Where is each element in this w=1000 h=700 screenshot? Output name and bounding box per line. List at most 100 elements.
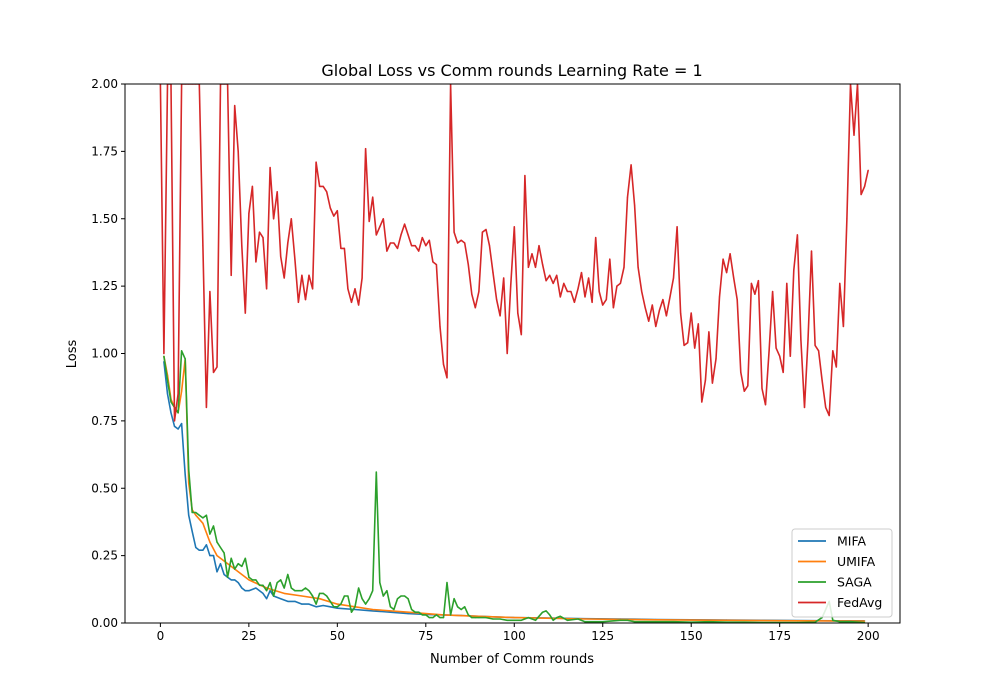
- data-point-saga: [404, 595, 406, 597]
- data-point-fedavg: [534, 266, 537, 268]
- data-point-fedavg: [832, 350, 834, 352]
- y-tick-label: 0.50: [91, 481, 118, 495]
- data-point-fedavg: [563, 282, 565, 284]
- data-point-saga: [389, 606, 391, 608]
- data-point-fedavg: [442, 363, 445, 365]
- data-point-umifa: [181, 390, 183, 392]
- data-point-fedavg: [782, 371, 784, 373]
- data-point-saga: [216, 541, 218, 543]
- data-point-fedavg: [658, 309, 661, 311]
- data-point-umifa: [407, 611, 409, 613]
- y-axis: 0.00 0.25 0.50 0.75 1.00 1.25 1.50 1.75 2.00: [91, 77, 125, 630]
- data-point-saga: [411, 608, 413, 611]
- data-point-saga: [280, 579, 282, 581]
- data-point-fedavg: [244, 312, 246, 314]
- data-point-fedavg: [786, 282, 788, 284]
- data-point-mifa: [266, 598, 268, 600]
- data-point-saga: [446, 582, 448, 584]
- data-point-fedavg: [619, 282, 622, 284]
- data-point-saga: [556, 617, 558, 619]
- data-point-fedavg: [457, 242, 459, 244]
- data-point-saga: [435, 614, 437, 616]
- data-point-saga: [336, 606, 338, 608]
- data-point-umifa: [230, 565, 232, 568]
- data-point-fedavg: [846, 218, 848, 220]
- data-point-fedavg: [842, 325, 845, 328]
- legend-box: [791, 528, 893, 618]
- data-point-fedavg: [821, 379, 823, 381]
- data-point-fedavg: [701, 401, 703, 403]
- data-point-fedavg: [336, 210, 338, 212]
- data-point-fedavg: [648, 320, 650, 322]
- data-point-umifa: [301, 595, 303, 597]
- data-point-fedavg: [651, 304, 653, 306]
- data-point-mifa: [230, 579, 232, 581]
- data-point-saga: [227, 576, 229, 578]
- data-point-mifa: [354, 608, 356, 611]
- data-point-fedavg: [485, 228, 487, 231]
- data-point-fedavg: [361, 277, 363, 279]
- data-point-umifa: [195, 514, 197, 516]
- data-point-mifa: [308, 603, 310, 605]
- data-point-saga: [283, 587, 285, 589]
- x-tick-label: 0: [157, 629, 165, 643]
- x-tick-label: 75: [418, 629, 433, 643]
- data-point-fedavg: [375, 234, 377, 236]
- data-point-saga: [379, 582, 381, 584]
- data-point-saga: [361, 598, 363, 600]
- data-point-umifa: [283, 592, 285, 595]
- data-point-saga: [396, 598, 399, 600]
- data-point-fedavg: [864, 185, 866, 187]
- data-point-fedavg: [807, 339, 809, 341]
- data-point-saga: [559, 615, 561, 617]
- data-point-fedavg: [853, 134, 855, 136]
- data-point-saga: [471, 617, 473, 619]
- data-point-saga: [442, 617, 445, 619]
- data-point-fedavg: [520, 334, 522, 336]
- data-point-umifa: [223, 560, 225, 562]
- data-point-fedavg: [531, 253, 533, 255]
- data-point-saga: [584, 621, 586, 623]
- data-point-fedavg: [630, 164, 632, 166]
- data-point-fedavg: [471, 293, 473, 295]
- data-point-fedavg: [612, 307, 615, 309]
- data-point-saga: [839, 621, 841, 623]
- x-tick-label: 25: [241, 629, 256, 643]
- data-point-fedavg: [290, 218, 292, 220]
- data-point-fedavg: [209, 290, 211, 293]
- data-point-fedavg: [481, 231, 483, 233]
- data-point-fedavg: [524, 175, 526, 177]
- data-point-fedavg: [435, 264, 437, 266]
- data-point-saga: [460, 608, 462, 611]
- data-point-saga: [425, 614, 427, 616]
- data-point-fedavg: [474, 307, 476, 309]
- data-point-saga: [393, 608, 395, 611]
- data-point-umifa: [336, 603, 338, 605]
- data-point-fedavg: [411, 245, 413, 247]
- data-point-fedavg: [644, 307, 646, 309]
- data-point-fedavg: [173, 420, 176, 422]
- data-point-fedavg: [368, 220, 370, 222]
- data-point-fedavg: [358, 304, 360, 306]
- data-point-fedavg: [428, 239, 430, 241]
- data-point-fedavg: [393, 242, 395, 244]
- data-point-fedavg: [266, 288, 268, 290]
- data-point-fedavg: [315, 161, 317, 163]
- data-point-saga: [542, 611, 544, 613]
- data-point-saga: [219, 546, 222, 549]
- data-point-fedavg: [432, 261, 434, 263]
- data-point-saga: [432, 617, 434, 619]
- data-point-mifa: [184, 474, 186, 476]
- data-point-mifa: [237, 582, 239, 584]
- data-point-fedavg: [566, 290, 569, 293]
- data-point-fedavg: [825, 406, 827, 408]
- data-point-fedavg: [750, 282, 753, 284]
- data-point-saga: [244, 557, 246, 559]
- data-point-saga: [255, 579, 257, 581]
- data-point-fedavg: [552, 282, 554, 284]
- data-point-fedavg: [343, 247, 345, 249]
- data-point-mifa: [322, 604, 324, 607]
- data-point-fedavg: [733, 277, 735, 279]
- series-line-saga: [163, 349, 865, 623]
- data-point-fedavg: [718, 296, 721, 298]
